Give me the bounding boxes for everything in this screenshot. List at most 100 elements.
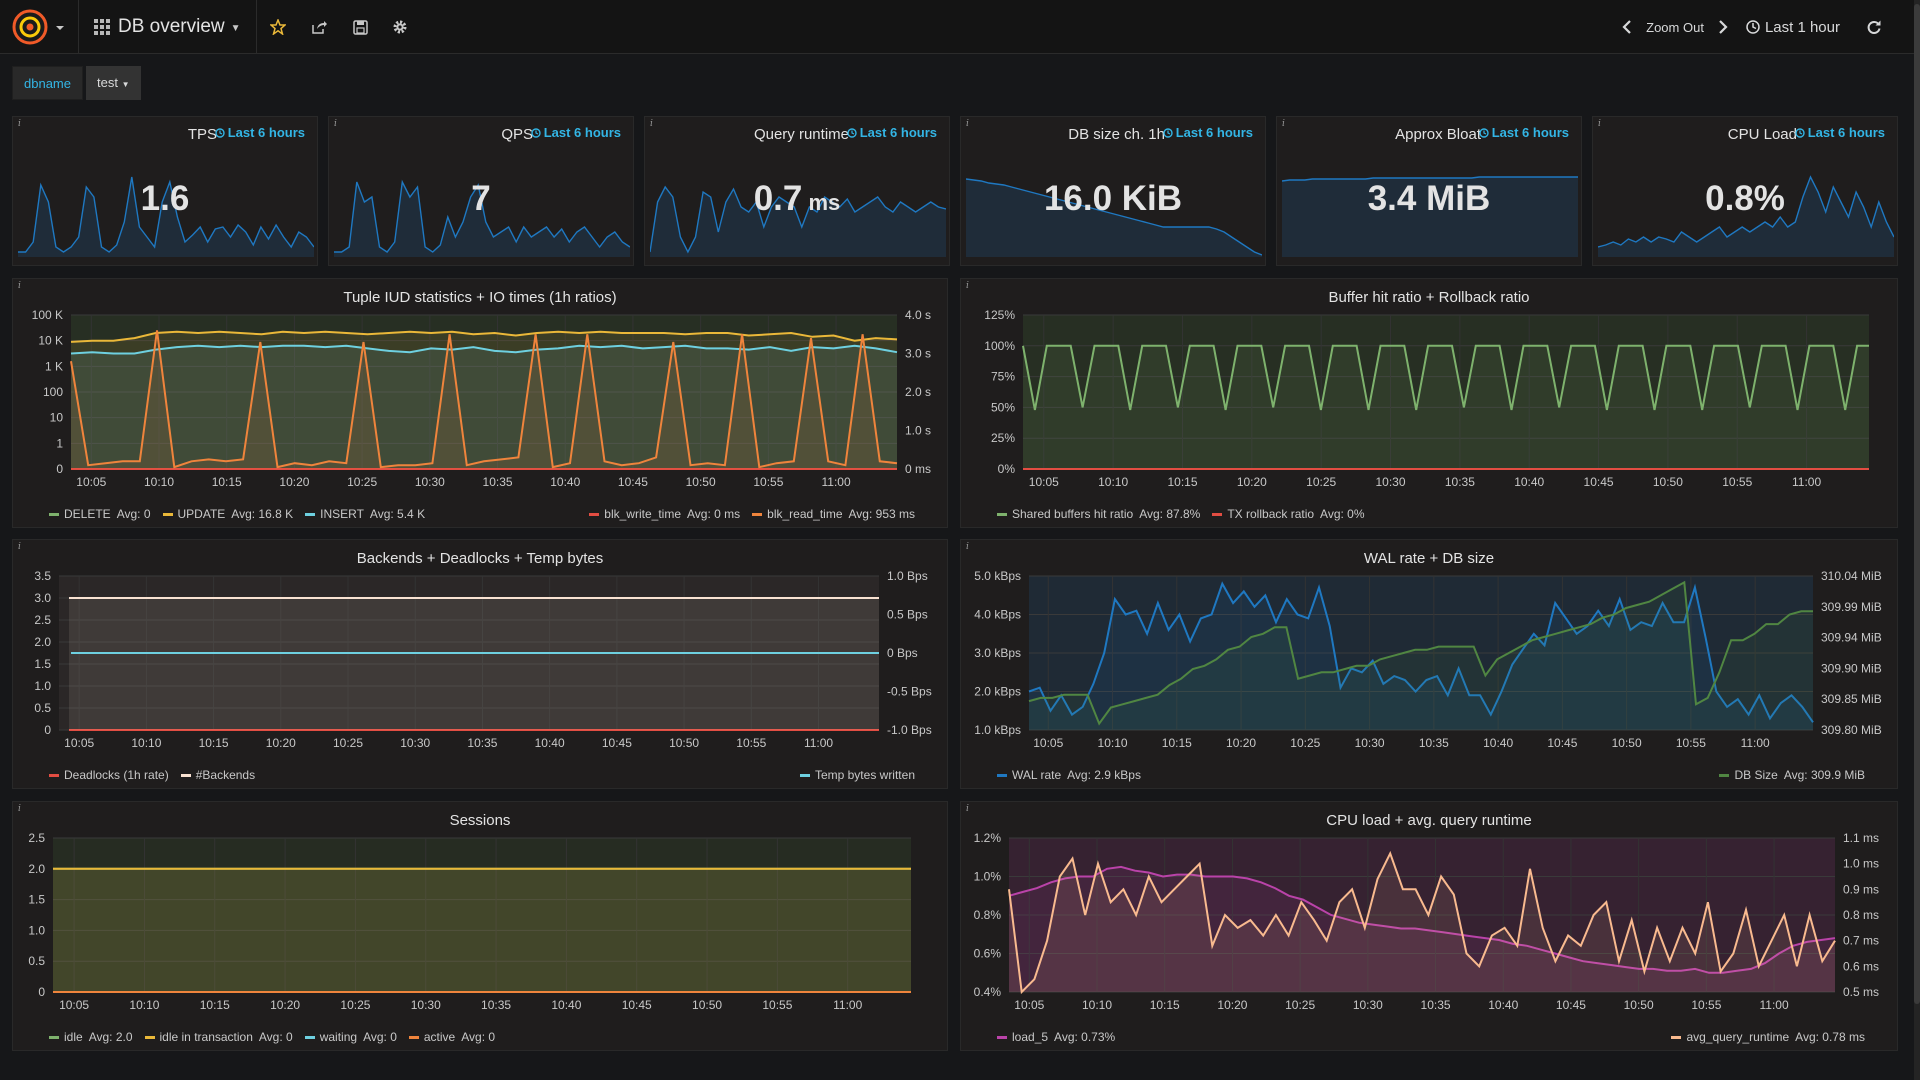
scrollbar-thumb[interactable] [1914,4,1920,1004]
stat-time-override: Last 6 hours [1163,125,1253,140]
legend-item[interactable]: blk_read_time Avg: 953 ms [752,507,915,521]
series-area [53,868,911,992]
panel-info-icon[interactable]: i [966,542,969,552]
panel-info-icon[interactable]: i [18,542,21,552]
graph-panel[interactable]: i CPU load + avg. query runtime 0.4% 0.6% 0.… [960,801,1898,1051]
stat-value-number: 0.7 [753,179,803,218]
series-line [70,344,898,355]
y-tick-label: 1 [56,436,63,450]
stat-panel[interactable]: i Approx Bloat Last 6 hours 3.4 MiB [1276,116,1582,266]
panel-info-icon[interactable]: i [650,119,653,129]
legend-item[interactable]: Deadlocks (1h rate) [49,768,169,782]
y2-tick-label: 0.5 Bps [887,608,928,622]
legend-series-name: Shared buffers hit ratio [1012,507,1134,521]
settings-button[interactable] [390,17,410,37]
variable-dropdown-dbname[interactable]: test ▼ [85,66,141,100]
y2-tick-label: 0.8 ms [1843,908,1879,922]
stat-panel[interactable]: i QPS Last 6 hours 7 [328,116,634,266]
legend-avg: Avg: 309.9 MiB [1783,768,1865,782]
y-tick-label: 3.0 kBps [974,646,1021,660]
legend-item[interactable]: DB Size Avg: 309.9 MiB [1719,768,1865,782]
graph-panel[interactable]: i Buffer hit ratio + Rollback ratio 0% 25% 5… [960,278,1898,528]
y-tick-label: 2.5 [28,831,45,845]
series-area [1029,583,1813,730]
legend-item[interactable]: TX rollback ratio Avg: 0% [1212,507,1365,521]
legend-item[interactable]: avg_query_runtime Avg: 0.78 ms [1671,1030,1865,1044]
legend-series-name: Deadlocks (1h rate) [64,768,169,782]
legend-item[interactable]: INSERT Avg: 5.4 K [305,507,425,521]
legend-item[interactable]: WAL rate Avg: 2.9 kBps [997,768,1141,782]
series-line [70,330,898,469]
graph-panel[interactable]: i Sessions 0 0.5 1.0 1.5 2.0 2.5 10:05 10:10 10:15… [12,801,948,1051]
graph-svg: 1.0 kBps 2.0 kBps 3.0 kBps 4.0 kBps 5.0 kBps… [974,569,1881,750]
save-button[interactable] [350,17,370,37]
legend-item[interactable]: UPDATE Avg: 16.8 K [162,507,293,521]
panel-info-icon[interactable]: i [334,119,337,129]
y-tick-label: 2.0 kBps [974,685,1021,699]
series-area [69,598,879,730]
legend-series-name: idle [64,1030,83,1044]
panel-info-icon[interactable]: i [966,281,969,291]
share-button[interactable] [309,17,329,37]
legend-item[interactable]: active Avg: 0 [408,1030,495,1044]
y2-tick-label: 0.5 ms [1843,985,1879,999]
settings-gear-icon [393,20,407,34]
graph-svg: 0.4% 0.6% 0.8% 1.0% 1.2% 0.5 ms 0.6 ms 0.7 ms 0.… [974,831,1879,1012]
stat-panel[interactable]: i DB size ch. 1h Last 6 hours 16.0 KiB [960,116,1266,266]
stat-title: DB size ch. 1h [1068,126,1165,143]
stat-sparkline [650,185,946,257]
y-tick-label: 0% [998,462,1016,476]
panel-info-icon[interactable]: i [18,119,21,129]
stat-panel[interactable]: i TPS Last 6 hours 1.6 [12,116,318,266]
legend-item[interactable]: idle Avg: 2.0 [49,1030,133,1044]
graph-panel[interactable]: i WAL rate + DB size 1.0 kBps 2.0 kBps 3.0 k… [960,539,1898,789]
panel-info-icon[interactable]: i [1598,119,1601,129]
legend-item[interactable]: load_5 Avg: 0.73% [997,1030,1115,1044]
legend-item[interactable]: idle in transaction Avg: 0 [144,1030,293,1044]
stat-sparkline [334,179,630,257]
grafana-logo-button[interactable] [12,9,70,45]
y2-tick-label: 1.0 s [905,424,931,438]
graph-panel[interactable]: i Tuple IUD statistics + IO times (1h rat… [12,278,948,528]
series-area [71,345,897,469]
time-forward-icon[interactable] [1718,20,1728,34]
graph-panel[interactable]: i Backends + Deadlocks + Temp bytes 0 0.5 1.… [12,539,948,789]
legend-item[interactable]: #Backends [180,768,255,782]
stat-panel[interactable]: i Query runtime Last 6 hours 0.7 ms [644,116,950,266]
y-tick-label: 10 [50,411,64,425]
panel-info-icon[interactable]: i [18,804,21,814]
panel-info-icon[interactable]: i [1282,119,1285,129]
time-back-icon[interactable] [1622,20,1632,34]
x-tick-label: 10:25 [1306,475,1336,489]
x-tick-label: 10:10 [1098,736,1128,750]
page-scrollbar[interactable] [1914,0,1920,1080]
legend-item[interactable]: blk_write_time Avg: 0 ms [589,507,740,521]
stat-time-override: Last 6 hours [1479,125,1569,140]
refresh-icon[interactable] [1866,19,1882,35]
dashboard-picker[interactable]: DB overview ▼ [94,15,241,39]
y-tick-label: 0.5 [34,701,51,715]
stat-panel[interactable]: i CPU Load Last 6 hours 0.8% [1592,116,1898,266]
sparkline-line [334,179,630,253]
stat-time-override: Last 6 hours [215,125,305,140]
legend-item[interactable]: DELETE Avg: 0 [49,507,151,521]
x-tick-label: 10:55 [1691,998,1721,1012]
stat-value-number: 3.4 MiB [1367,179,1491,218]
legend-series-name: Temp bytes written [814,768,915,782]
time-range-picker[interactable]: Last 1 hour [1746,19,1840,36]
star-button[interactable] [268,17,288,37]
graph-title: Buffer hit ratio + Rollback ratio [1328,289,1530,306]
panel-info-icon[interactable]: i [18,281,21,291]
legend-item[interactable]: Shared buffers hit ratio Avg: 87.8% [997,507,1200,521]
stat-value: 7 [329,179,633,219]
zoom-out-button[interactable]: Zoom Out [1646,19,1704,35]
x-tick-label: 10:15 [1162,736,1192,750]
legend-item[interactable]: waiting Avg: 0 [304,1030,397,1044]
legend-spacer [1153,768,1720,782]
navbar-divider [256,0,257,54]
x-tick-label: 10:45 [602,736,632,750]
legend-item[interactable]: Temp bytes written [799,768,915,782]
panel-info-icon[interactable]: i [966,804,969,814]
plot-area [53,838,911,992]
panel-info-icon[interactable]: i [966,119,969,129]
